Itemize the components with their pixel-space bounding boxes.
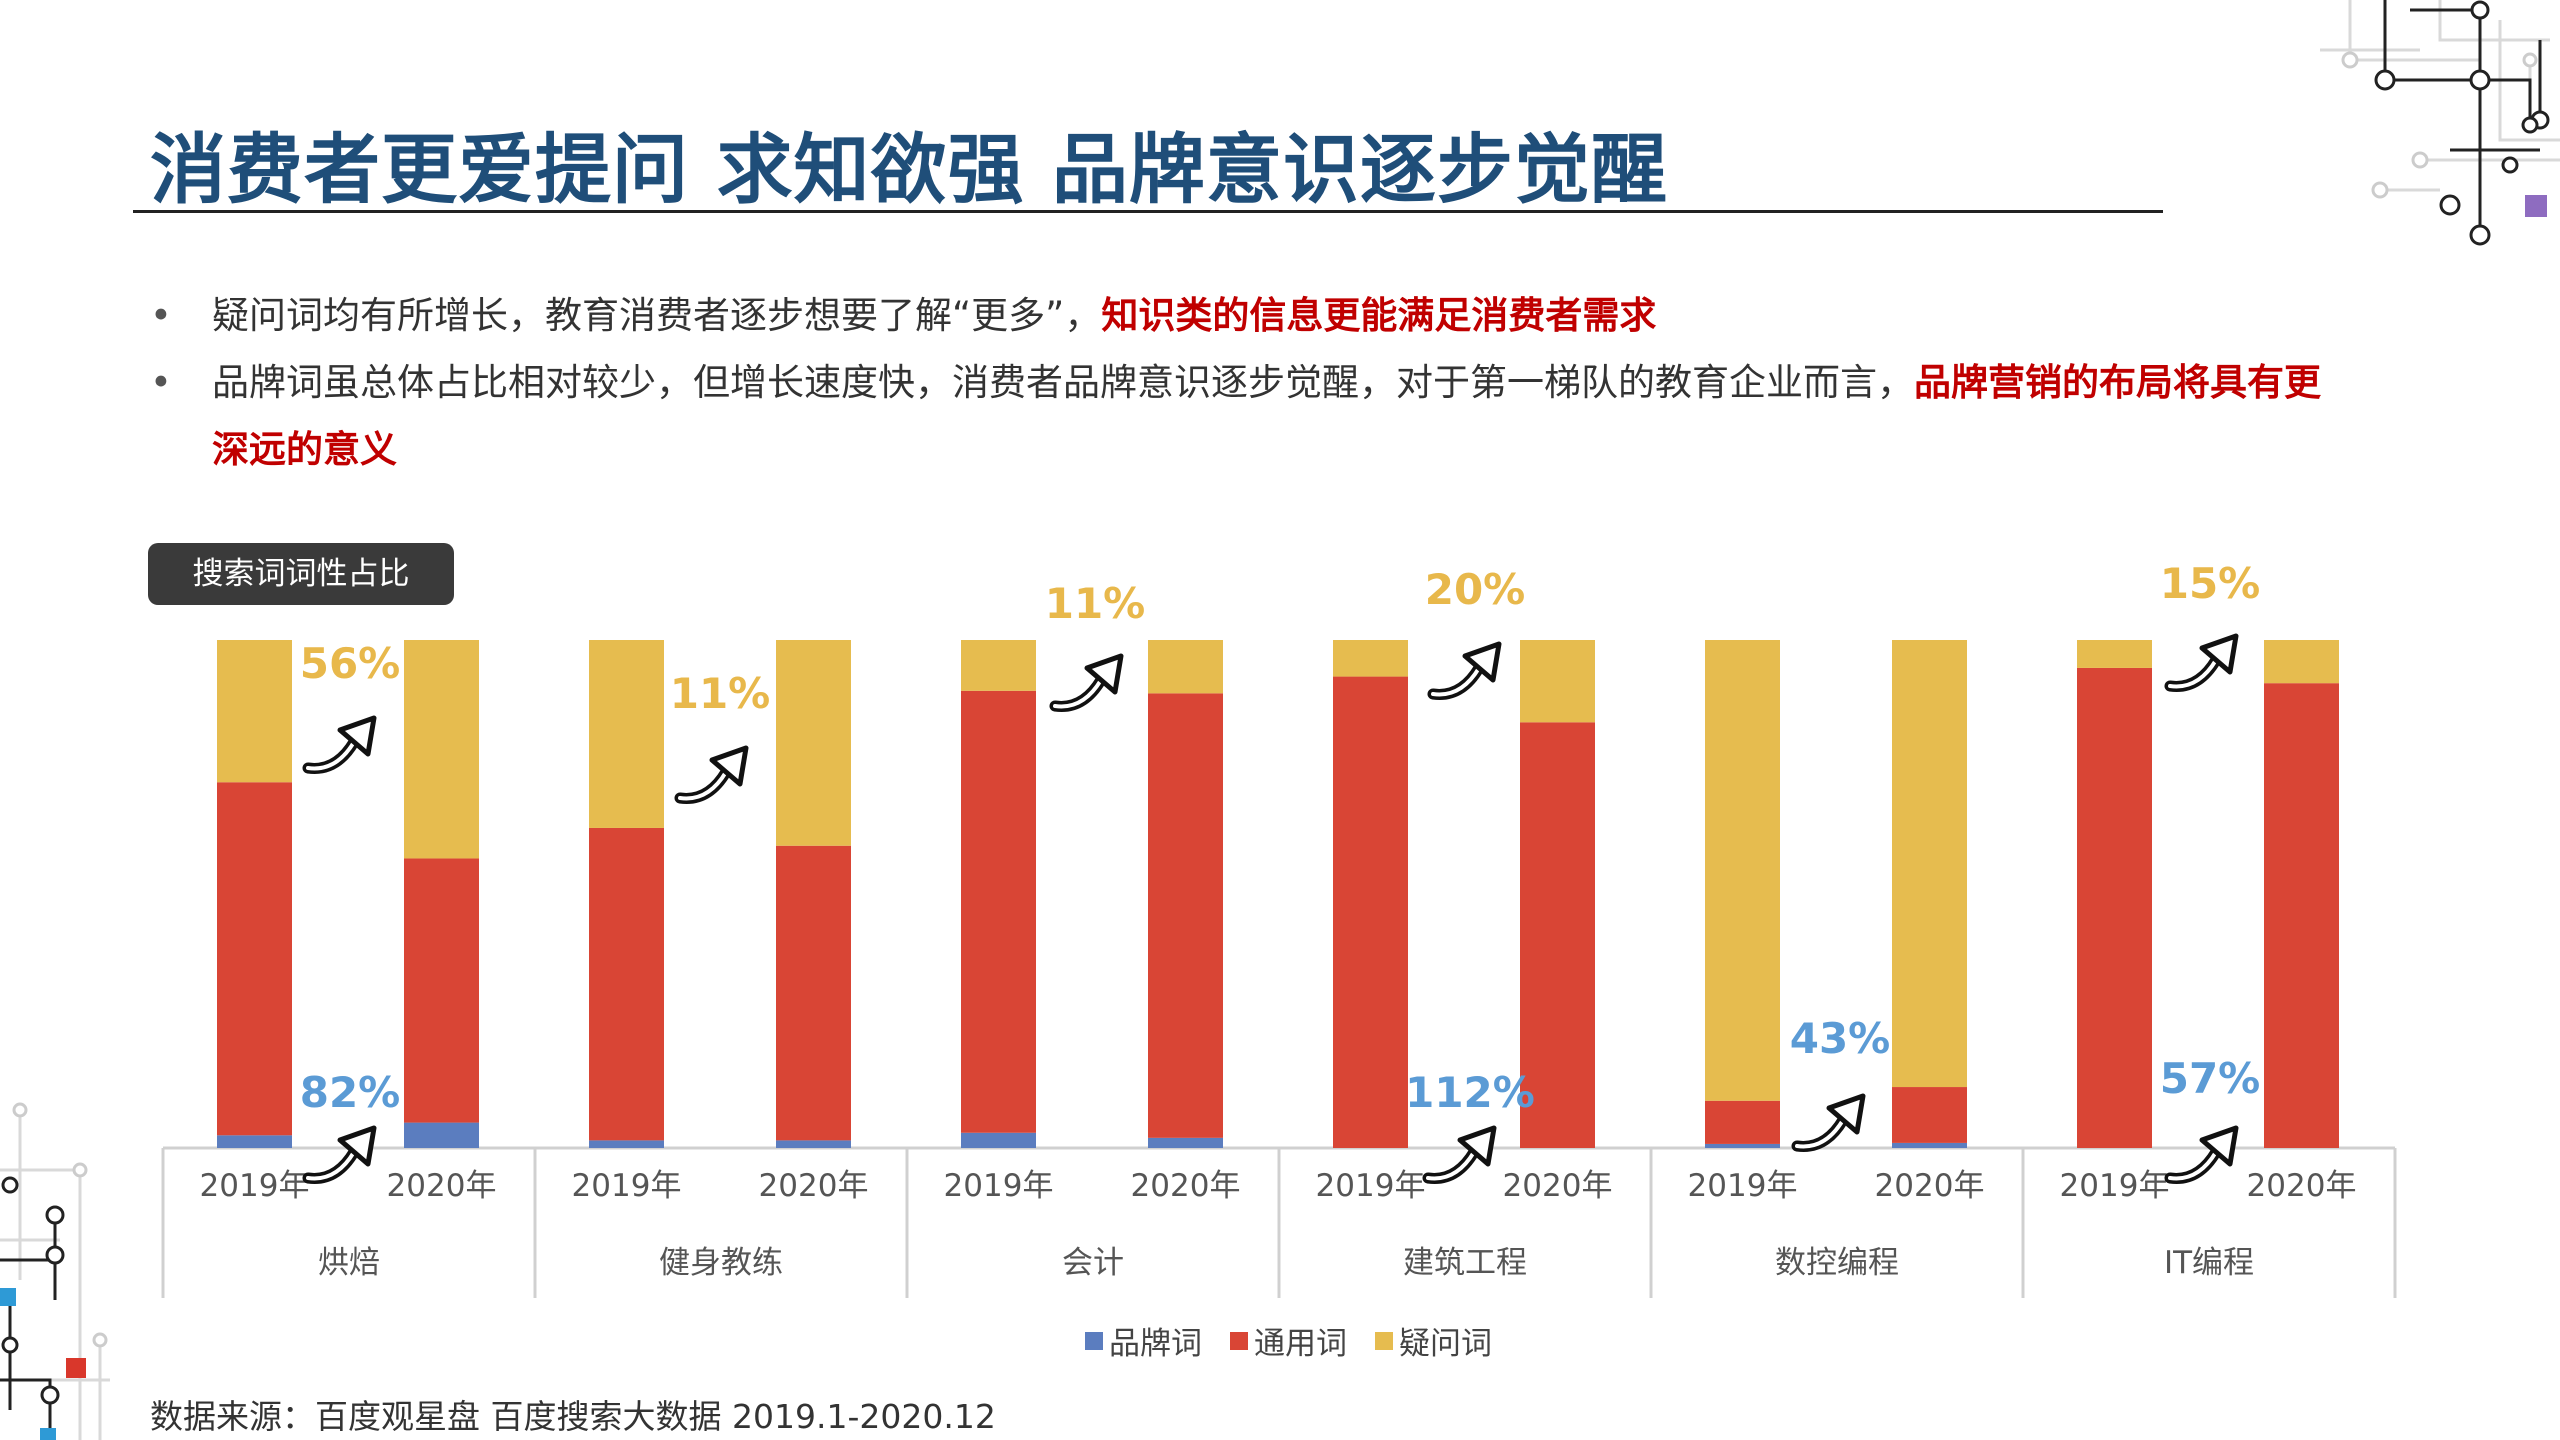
bar-segment-brand [217,1135,292,1148]
circuit-decoration-top-right [2320,0,2560,246]
bar-segment-question [776,640,851,846]
bar-segment-general [776,845,851,1141]
year-tick-label: 2019年 [944,1168,1054,1204]
question-growth-label: 56% [300,639,401,688]
category-label: 烘焙 [318,1245,380,1281]
bar-segment-question [589,640,664,828]
bar-segment-question [2264,640,2339,684]
growth-arrow-icon [1791,1093,1866,1152]
growth-arrow-icon [1049,653,1124,712]
bar-segment-question [2077,640,2152,668]
bar-segment-question [217,640,292,783]
question-growth-label: 11% [670,669,771,718]
brand-growth-label: 57% [2160,1054,2261,1103]
bullet-text: 品牌词虽总体占比相对较少，但增长速度快，消费者品牌意识逐步觉醒，对于第一梯队的教… [212,361,1914,404]
year-tick-label: 2019年 [572,1168,682,1204]
growth-arrow-icon [302,715,377,774]
bar-segment-question [961,640,1036,691]
year-tick-label: 2019年 [200,1168,310,1204]
legend-swatch-general [1230,1331,1248,1350]
bar-segment-general [2264,683,2339,1148]
chart-badge: 搜索词词性占比 [148,543,454,605]
growth-arrow-icon [302,1125,377,1184]
legend-label: 通用词 [1254,1326,1347,1362]
legend-item-general: 通用词 [1230,1318,1347,1363]
bar-segment-general [961,690,1036,1133]
bar-segment-question [1520,640,1595,723]
bar-segment-general [217,782,292,1136]
year-tick-label: 2020年 [387,1168,497,1204]
growth-arrow-icon [674,745,749,804]
year-tick-label: 2019年 [1688,1168,1798,1204]
legend-label: 品牌词 [1109,1326,1202,1362]
bar-segment-general [2077,667,2152,1148]
category-label: IT编程 [2164,1245,2254,1281]
bar-segment-brand [776,1140,851,1148]
bullet-list: • 疑问词均有所增长，教育消费者逐步想要了解“更多”，知识类的信息更能满足消费者… [150,282,2350,483]
bullet-highlight: 品牌营销的布局将具有更深远的意义 [212,361,2321,471]
bar-segment-brand [1705,1143,1780,1148]
category-label: 健身教练 [659,1245,783,1281]
bar-segment-question [404,640,479,859]
bar-segment-general [404,858,479,1123]
brand-growth-label: 112% [1405,1068,1535,1117]
bullet-item: • 疑问词均有所增长，教育消费者逐步想要了解“更多”，知识类的信息更能满足消费者… [150,282,2350,349]
bullet-marker: • [150,294,172,337]
bar-segment-general [1892,1087,1967,1143]
bullet-highlight: 知识类的信息更能满足消费者需求 [1101,294,1657,337]
year-tick-label: 2019年 [2060,1168,2170,1204]
growth-arrow-icon [2164,1125,2239,1184]
bar-segment-question [1705,640,1780,1101]
bar-segment-general [1705,1100,1780,1144]
bar-segment-general [1520,722,1595,1148]
bar-segment-general [589,827,664,1141]
year-tick-label: 2020年 [1131,1168,1241,1204]
bar-segment-brand [1148,1137,1223,1148]
question-growth-label: 20% [1425,565,1526,614]
bar-segment-general [1333,676,1408,1148]
legend-label: 疑问词 [1399,1326,1492,1362]
question-growth-label: 15% [2160,559,2261,608]
bullet-text: 疑问词均有所增长，教育消费者逐步想要了解“更多”， [212,294,1102,337]
legend-item-question: 疑问词 [1375,1318,1492,1363]
year-tick-label: 2019年 [1316,1168,1426,1204]
circuit-decoration-bottom-left [0,1102,110,1440]
growth-arrow-icon [2164,633,2239,692]
legend-item-brand: 品牌词 [1085,1318,1202,1363]
bullet-marker: • [150,361,172,404]
year-tick-label: 2020年 [759,1168,869,1204]
chart-legend: 品牌词 通用词 疑问词 [1085,1318,1492,1363]
page-title: 消费者更爱提问 求知欲强 品牌意识逐步觉醒 [150,125,1668,214]
bar-segment-brand [961,1132,1036,1148]
year-tick-label: 2020年 [2247,1168,2357,1204]
legend-swatch-question [1375,1331,1393,1350]
bar-segment-brand [404,1122,479,1148]
question-growth-label: 11% [1045,579,1146,628]
brand-growth-label: 43% [1790,1014,1891,1063]
category-label: 会计 [1062,1245,1124,1281]
bullet-item: • 品牌词虽总体占比相对较少，但增长速度快，消费者品牌意识逐步觉醒，对于第一梯队… [150,349,2350,483]
growth-arrow-icon [1427,641,1502,700]
category-label: 建筑工程 [1403,1245,1527,1281]
title-underline [133,210,2163,213]
bar-segment-brand [1892,1142,1967,1148]
category-label: 数控编程 [1775,1245,1899,1281]
bar-segment-general [1148,693,1223,1138]
data-source-note: 数据来源：百度观星盘 百度搜索大数据 2019.1-2020.12 [150,1397,996,1436]
year-tick-label: 2020年 [1875,1168,1985,1204]
bar-segment-question [1148,640,1223,694]
brand-growth-label: 82% [300,1068,401,1117]
bar-segment-brand [589,1140,664,1148]
bar-segment-question [1892,640,1967,1088]
growth-arrow-icon [1422,1125,1497,1184]
bar-segment-question [1333,640,1408,677]
year-tick-label: 2020年 [1503,1168,1613,1204]
legend-swatch-brand [1085,1331,1103,1350]
